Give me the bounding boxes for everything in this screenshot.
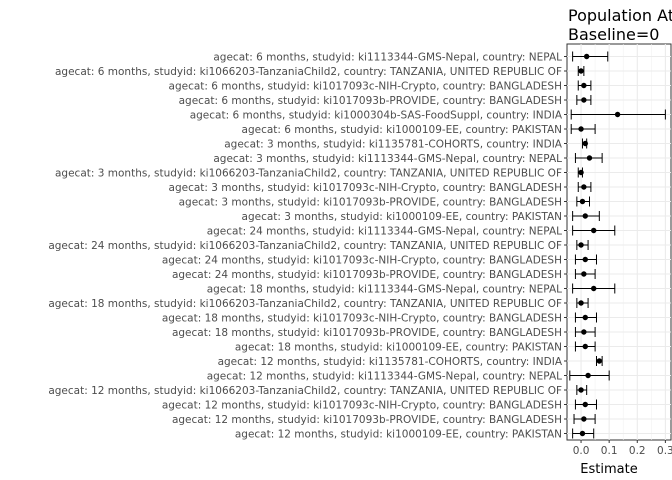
row-label: agecat: 12 months, studyid: ki1113344-GM… (207, 370, 562, 382)
estimate-point (579, 198, 586, 205)
row-label: agecat: 3 months, studyid: ki1066203-Tan… (55, 167, 562, 179)
estimate-point (578, 387, 584, 393)
estimate-point (614, 111, 621, 118)
row-label: agecat: 24 months, studyid: ki1066203-Ta… (48, 240, 562, 252)
estimate-point (586, 155, 593, 161)
x-axis: 0.0 0.1 0.2 0.3 (573, 440, 672, 457)
x-tick-label: 0.3 (657, 445, 672, 457)
estimate-point (578, 169, 584, 176)
row-label: agecat: 6 months, studyid: ki1113344-GMS… (213, 51, 562, 63)
estimate-point (578, 300, 584, 306)
row-label: agecat: 12 months, studyid: ki1017093c-N… (162, 399, 562, 411)
estimate-point (581, 416, 587, 422)
estimate-point (583, 53, 590, 60)
row-label: agecat: 18 months, studyid: ki1000109-EE… (235, 341, 562, 353)
estimate-point (596, 358, 603, 364)
row-label: agecat: 6 months, studyid: ki1017093c-NI… (169, 80, 562, 92)
estimate-point (582, 314, 588, 321)
estimate-point (579, 430, 586, 437)
row-label: agecat: 6 months, studyid: ki1066203-Tan… (55, 66, 562, 78)
row-label: agecat: 3 months, studyid: ki1017093c-NI… (169, 182, 562, 194)
row-label: agecat: 24 months, studyid: ki1017093c-N… (162, 254, 562, 266)
estimate-point (582, 213, 588, 219)
estimate-point (578, 242, 584, 248)
row-label: agecat: 24 months, studyid: ki1113344-GM… (207, 225, 562, 237)
estimate-point (591, 227, 597, 234)
row-label: agecat: 6 months, studyid: ki1017093b-PR… (179, 95, 562, 107)
estimate-rows: agecat: 6 months, studyid: ki1113344-GMS… (48, 51, 666, 440)
estimate-point (582, 401, 588, 408)
estimate-point (582, 343, 588, 350)
row-label: agecat: 6 months, studyid: ki1000304b-SA… (190, 109, 563, 121)
x-tick-label: 0.2 (629, 445, 646, 457)
row-label: agecat: 12 months, studyid: ki1017093b-P… (172, 414, 562, 426)
row-label: agecat: 12 months, studyid: ki1135781-CO… (218, 356, 563, 368)
chart-subtitle: Baseline=0 (568, 25, 659, 44)
x-axis-title: Estimate (580, 462, 637, 477)
row-label: agecat: 18 months, studyid: ki1113344-GM… (207, 283, 562, 295)
row-label: agecat: 3 months, studyid: ki1000109-EE,… (242, 211, 562, 223)
estimate-point (578, 68, 584, 74)
row-label: agecat: 6 months, studyid: ki1000109-EE,… (242, 124, 562, 136)
chart-title: Population At (568, 6, 672, 25)
estimate-point (591, 285, 597, 292)
row-label: agecat: 3 months, studyid: ki1135781-COH… (224, 138, 563, 150)
x-tick-label: 0.0 (573, 445, 590, 457)
x-tick-label: 0.1 (601, 445, 618, 457)
row-label: agecat: 24 months, studyid: ki1017093b-P… (172, 269, 562, 281)
row-label: agecat: 12 months, studyid: ki1000109-EE… (235, 428, 562, 440)
row-label: agecat: 18 months, studyid: ki1017093b-P… (172, 327, 562, 339)
estimate-point (581, 184, 587, 190)
row-label: agecat: 3 months, studyid: ki1017093b-PR… (179, 196, 562, 208)
row-label: agecat: 3 months, studyid: ki1113344-GMS… (213, 153, 562, 165)
estimate-point (581, 82, 587, 89)
estimate-point (578, 126, 584, 132)
row-label: agecat: 18 months, studyid: ki1066203-Ta… (48, 298, 562, 310)
estimate-point (581, 271, 587, 277)
estimate-point (582, 256, 588, 263)
row-label: agecat: 12 months, studyid: ki1066203-Ta… (48, 385, 562, 397)
row-label: agecat: 18 months, studyid: ki1017093c-N… (162, 312, 562, 324)
estimate-point (581, 97, 587, 103)
plot-panel (566, 43, 672, 441)
estimate-point (585, 372, 591, 379)
estimate-point (581, 329, 587, 335)
estimate-point (582, 140, 588, 147)
